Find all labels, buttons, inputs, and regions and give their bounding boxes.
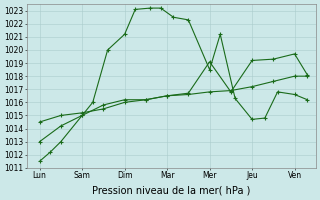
X-axis label: Pression niveau de la mer( hPa ): Pression niveau de la mer( hPa ) <box>92 186 251 196</box>
